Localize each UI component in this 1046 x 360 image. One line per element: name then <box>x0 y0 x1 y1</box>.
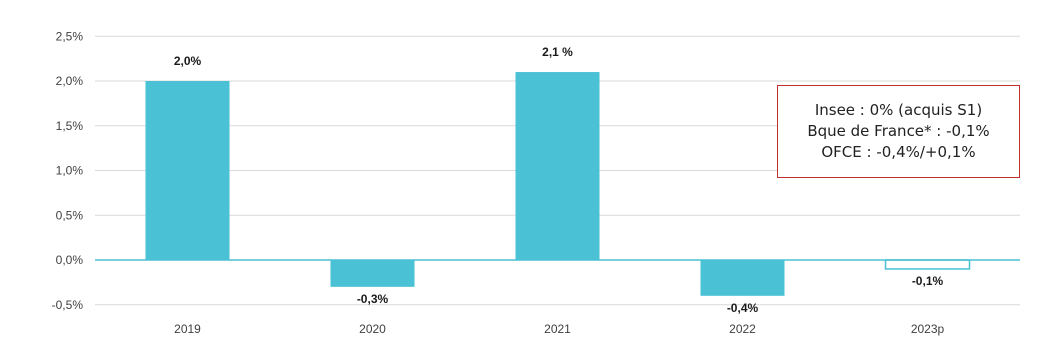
x-tick-label-2021: 2021 <box>544 322 571 336</box>
y-tick-label: 1,0% <box>56 164 84 178</box>
annotation-line-ofce: OFCE : -0,4%/+0,1% <box>821 143 976 161</box>
x-tick-label-2019: 2019 <box>174 322 201 336</box>
y-axis-tick-labels: 2,5% 2,0% 1,5% 1,0% 0,5% 0,0% -0,5% <box>52 29 84 312</box>
x-tick-label-2020: 2020 <box>359 322 386 336</box>
x-tick-label-2023p: 2023p <box>911 322 945 336</box>
data-label-2020: -0,3% <box>357 292 389 306</box>
data-label-2023p: -0,1% <box>912 274 944 288</box>
y-tick-label: 2,5% <box>56 29 84 43</box>
data-label-2019: 2,0% <box>174 54 202 68</box>
bars <box>145 72 971 296</box>
x-tick-label-2022: 2022 <box>729 322 756 336</box>
annotation-line-insee: Insee : 0% (acquis S1) <box>814 101 983 119</box>
x-axis-tick-labels: 2019 2020 2021 2022 2023p <box>174 322 944 336</box>
y-tick-label: -0,5% <box>52 298 84 312</box>
y-tick-label: 2,0% <box>56 74 84 88</box>
data-label-2021: 2,1 % <box>542 45 573 59</box>
bar-2019 <box>145 81 230 260</box>
annotation-line-banque-de-france: Bque de France* : -0,1% <box>807 122 990 140</box>
bar-2023p <box>884 259 971 270</box>
bar-2021 <box>515 72 600 260</box>
y-tick-label: 0,5% <box>56 208 84 222</box>
bar-2020 <box>330 260 415 287</box>
forecast-annotation-box: Insee : 0% (acquis S1) Bque de France* :… <box>777 85 1020 178</box>
data-labels: 2,0% -0,3% 2,1 % -0,4% -0,1% <box>174 45 944 315</box>
y-tick-label: 1,5% <box>56 119 84 133</box>
y-tick-label: 0,0% <box>56 253 84 267</box>
data-label-2022: -0,4% <box>727 301 759 315</box>
bar-2022 <box>700 260 785 296</box>
